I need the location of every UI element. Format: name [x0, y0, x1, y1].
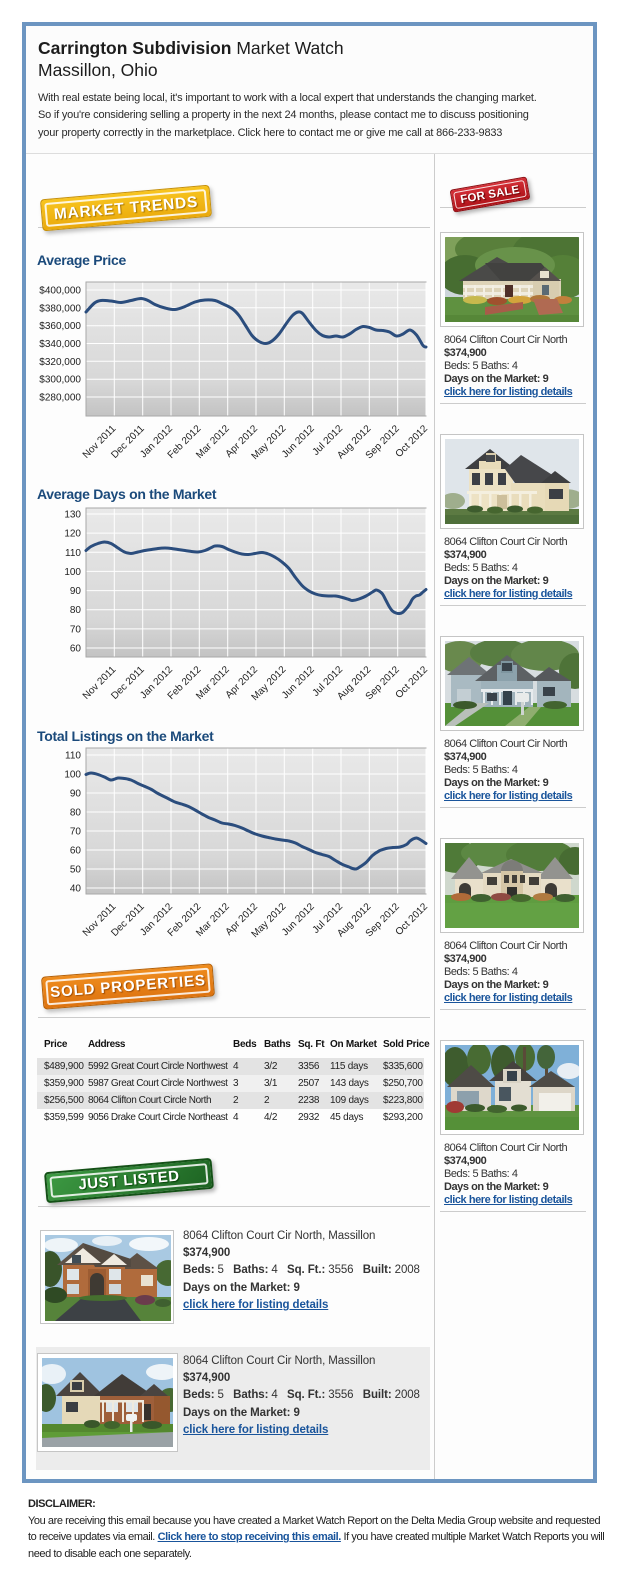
svg-text:110: 110	[65, 751, 81, 762]
svg-text:70: 70	[70, 624, 82, 635]
svg-text:70: 70	[70, 827, 82, 838]
svg-text:60: 60	[70, 846, 82, 857]
svg-text:90: 90	[70, 789, 82, 800]
svg-text:40: 40	[70, 884, 82, 895]
svg-text:$300,000: $300,000	[39, 375, 81, 386]
svg-text:90: 90	[70, 586, 82, 597]
svg-text:$320,000: $320,000	[39, 357, 81, 368]
svg-text:80: 80	[70, 605, 82, 616]
svg-text:$340,000: $340,000	[39, 339, 81, 350]
svg-text:$360,000: $360,000	[39, 321, 81, 332]
svg-text:50: 50	[70, 865, 82, 876]
svg-text:80: 80	[70, 808, 82, 819]
svg-text:130: 130	[64, 510, 81, 521]
svg-text:120: 120	[64, 529, 81, 540]
svg-text:$280,000: $280,000	[39, 393, 81, 404]
svg-text:$380,000: $380,000	[39, 303, 81, 314]
svg-text:100: 100	[64, 770, 81, 781]
svg-text:100: 100	[64, 567, 81, 578]
svg-text:60: 60	[70, 644, 82, 655]
svg-text:$400,000: $400,000	[39, 286, 81, 297]
svg-text:110: 110	[65, 548, 81, 559]
